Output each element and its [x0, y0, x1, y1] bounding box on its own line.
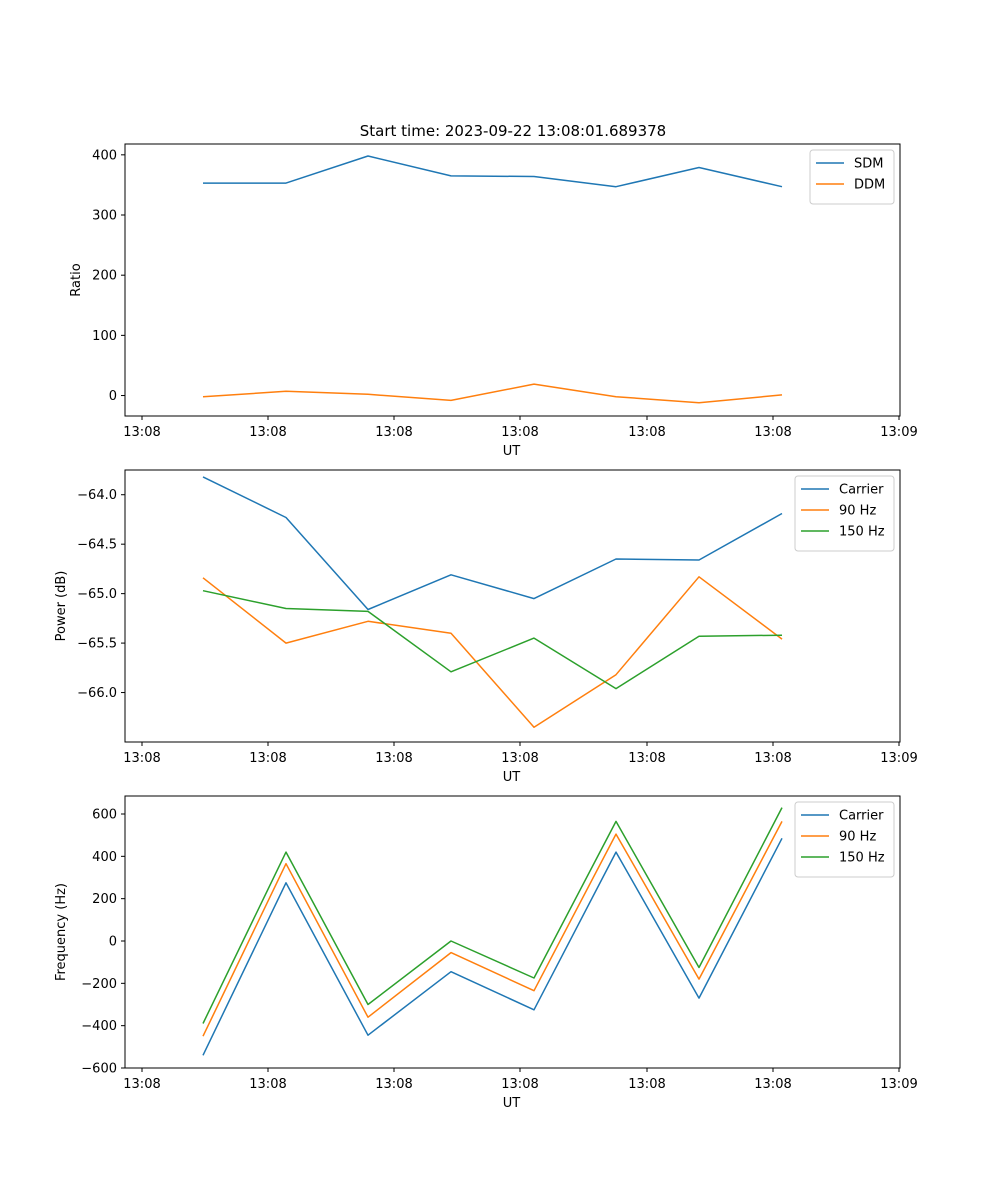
- axes-frame: [124, 469, 901, 743]
- series-line-sdm: [203, 155, 783, 188]
- x-tick-label: 13:08: [628, 751, 665, 766]
- x-tick-label: 13:08: [628, 425, 665, 440]
- legend: Carrier 90 Hz 150 Hz: [794, 475, 895, 552]
- y-tick-label: −64.0: [77, 488, 117, 503]
- y-tick-label: 300: [92, 209, 117, 224]
- x-tick-label: 13:08: [123, 751, 160, 766]
- series-line-150-hz: [202, 589, 783, 690]
- legend-box: [794, 801, 895, 878]
- x-tick-label: 13:08: [249, 425, 286, 440]
- x-tick-label: 13:08: [375, 425, 412, 440]
- y-tick-label: 100: [92, 329, 117, 344]
- legend-entry: DDM: [854, 178, 885, 193]
- series-line-carrier: [202, 476, 783, 611]
- y-tick-label: −400: [81, 1019, 117, 1034]
- y-tick-label: −200: [81, 977, 117, 992]
- x-tick-label: 13:08: [501, 425, 538, 440]
- y-tick-label: 0: [109, 934, 117, 949]
- x-tick-label: 13:08: [249, 751, 286, 766]
- legend: SDM DDM: [809, 149, 895, 205]
- x-tick-label: 13:08: [375, 751, 412, 766]
- y-tick-label: −65.5: [77, 637, 117, 652]
- legend-entry: 90 Hz: [839, 830, 876, 845]
- axes-frame: [124, 795, 901, 1069]
- subplot-2: 13:08 13:08 13:08 13:08 13:08 13:08 13:09 −64.0…: [54, 469, 918, 785]
- y-axis-label: Power (dB): [54, 571, 69, 642]
- x-tick-label: 13:08: [628, 1077, 665, 1092]
- x-tick-label: 13:08: [754, 1077, 791, 1092]
- x-tick-label: 13:08: [754, 751, 791, 766]
- y-tick-label: 600: [92, 807, 117, 822]
- x-tick-label: 13:08: [249, 1077, 286, 1092]
- legend-entry: SDM: [854, 157, 883, 172]
- series-line-90-hz: [202, 576, 783, 728]
- legend-entry: Carrier: [839, 483, 884, 498]
- x-tick-label: 13:08: [501, 751, 538, 766]
- plots-container: 13:08 13:08 13:08 13:08 13:08 13:08 13:09 0 100 2…: [54, 143, 918, 1111]
- y-axis-label: Ratio: [69, 263, 84, 296]
- chart-title: Start time: 2023-09-22 13:08:01.689378: [360, 122, 666, 140]
- y-axis-label: Frequency (Hz): [54, 883, 69, 981]
- x-axis-label: UT: [503, 1096, 521, 1111]
- x-tick-label: 13:08: [375, 1077, 412, 1092]
- y-tick-label: 200: [92, 892, 117, 907]
- series-line-90-hz: [202, 821, 783, 1037]
- series-line-carrier: [202, 837, 783, 1056]
- x-tick-label: 13:09: [880, 1077, 917, 1092]
- legend-entry: 150 Hz: [839, 525, 885, 540]
- legend: Carrier 90 Hz 150 Hz: [794, 801, 895, 878]
- legend-box: [794, 475, 895, 552]
- x-axis-label: UT: [503, 770, 521, 785]
- axes-frame: [124, 143, 901, 417]
- x-tick-label: 13:08: [123, 1077, 160, 1092]
- x-tick-label: 13:08: [123, 425, 160, 440]
- legend-entry: Carrier: [839, 809, 884, 824]
- x-tick-label: 13:08: [501, 1077, 538, 1092]
- y-tick-label: −600: [81, 1062, 117, 1077]
- x-tick-label: 13:09: [880, 751, 917, 766]
- series-line-150-hz: [202, 807, 783, 1024]
- y-tick-label: −66.0: [77, 686, 117, 701]
- y-tick-label: 400: [92, 148, 117, 163]
- subplot-1: 13:08 13:08 13:08 13:08 13:08 13:08 13:09 0 100 2…: [69, 143, 918, 459]
- subplot-3: 13:08 13:08 13:08 13:08 13:08 13:08 13:09 −600 −…: [54, 795, 918, 1111]
- x-tick-label: 13:08: [754, 425, 791, 440]
- series-line-ddm: [202, 383, 783, 404]
- y-tick-label: −64.5: [77, 538, 117, 553]
- x-tick-label: 13:09: [880, 425, 917, 440]
- legend-entry: 150 Hz: [839, 851, 885, 866]
- y-tick-label: −65.0: [77, 587, 117, 602]
- y-tick-label: 400: [92, 850, 117, 865]
- x-axis-label: UT: [503, 444, 521, 459]
- y-tick-label: 200: [92, 269, 117, 284]
- y-tick-label: 0: [109, 389, 117, 404]
- legend-entry: 90 Hz: [839, 504, 876, 519]
